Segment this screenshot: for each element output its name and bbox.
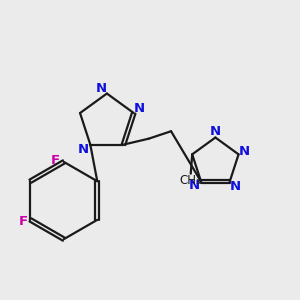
Text: N: N (230, 181, 241, 194)
Text: N: N (210, 125, 221, 138)
Text: F: F (18, 214, 28, 227)
Text: N: N (134, 102, 145, 115)
Text: N: N (239, 145, 250, 158)
Text: N: N (96, 82, 107, 95)
Text: N: N (189, 179, 200, 192)
Text: CH₃: CH₃ (180, 174, 202, 187)
Text: N: N (78, 143, 89, 157)
Text: F: F (51, 154, 60, 167)
